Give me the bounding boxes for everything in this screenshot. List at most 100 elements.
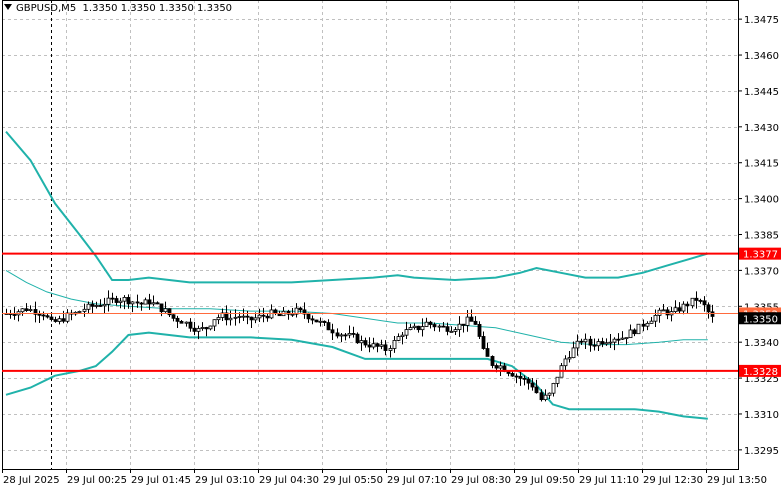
candle-body-bear [473,320,478,325]
candle [551,382,556,397]
candle-body-bull [208,325,213,330]
candle [690,297,695,309]
current-price-label-bg [739,312,781,325]
candle-body-bear [469,316,474,322]
candle-body-bear [175,317,180,322]
candle-body-bull [555,376,560,384]
candle-body-bear [710,311,715,317]
candle [396,333,401,342]
candle-body-bear [298,307,303,311]
candle-body-bull [453,329,458,332]
candle [286,309,291,320]
candle [694,291,699,309]
candle [216,314,221,325]
candle-body-bull [465,316,470,326]
candle [706,302,711,319]
candle-body-bull [653,314,658,322]
y-tick-label: 1.3385 [744,231,779,242]
candle-body-bear [302,309,307,315]
candle-body-bear [245,315,250,318]
candle-body-bear [592,344,597,347]
candle-body-bear [539,392,544,401]
candle-body-bear [45,315,50,318]
candle [416,325,421,333]
candle-body-bull [143,299,148,305]
candle [49,313,54,322]
candle-body-bull [151,302,156,305]
candle [608,333,613,348]
candle-body-bear [641,323,646,327]
candle [534,379,539,394]
candle-body-bull [294,307,299,315]
candle-body-bear [61,318,66,322]
candle-body-bear [367,344,372,348]
candle-body-bear [522,377,527,380]
candle [432,322,437,332]
candle-body-bull [628,329,633,339]
candle-body-bull [371,343,376,348]
candle [588,336,593,352]
candle-body-bull [567,357,572,360]
candle-body-bear [192,327,197,332]
candle-body-bull [408,327,413,330]
grid [2,0,738,469]
candle [294,303,299,318]
candle-body-bull [449,330,454,333]
candle-body-bull [163,308,168,313]
candle-body-bear [530,382,535,388]
candle [290,307,295,317]
candle [184,321,189,327]
level-price-label-bg [739,247,781,260]
candle [653,309,658,327]
candle [241,308,246,322]
bollinger-lower-line [5,331,708,420]
candle-body-bull [424,321,429,327]
candle [367,337,372,353]
candle [392,336,397,353]
candle-body-bull [28,309,33,311]
current-price-label: 1.3350 [739,312,781,325]
candle [461,323,466,333]
candle [151,295,156,306]
candle-body-bear [326,322,331,331]
candle [155,301,160,305]
bollinger-upper-line [5,130,709,284]
candle-body-bull [20,308,25,313]
dropdown-triangle-icon[interactable] [4,4,12,10]
candle [526,377,531,390]
candle-body-bull [596,341,601,347]
candle [265,313,270,322]
candle-body-bull [604,342,609,345]
level-price-label-bg [739,364,781,377]
candle [20,308,25,316]
candle [547,392,552,400]
candle-body-bull [657,309,662,316]
candle [563,355,568,371]
candle-body-bull [649,320,654,324]
candle [122,295,127,310]
candle [233,309,238,326]
candle-body-bear [665,309,670,316]
candle-body-bear [41,314,46,317]
candle [636,323,641,335]
candle [661,303,666,312]
current-price-label-text: 1.3350 [743,314,778,325]
candle-body-bull [102,303,107,307]
candle [632,328,637,337]
candle-body-bull [400,334,405,338]
candle-body-bear [147,299,152,305]
candle [600,337,605,348]
x-axis: 28 Jul 2025 29 Jul 00:25 29 Jul 01:45 29 Ju… [2,469,767,486]
candle [188,318,193,332]
candle [175,315,180,329]
y-tick-label: 1.3310 [744,410,779,421]
candle-body-bull [673,307,678,313]
candle-body-bear [273,309,278,314]
candle-body-bear [698,300,703,302]
candle-body-bear [428,321,433,325]
x-tick-label: 29 Jul 11:10 [579,475,639,486]
candle [147,293,152,310]
candle [28,305,33,313]
